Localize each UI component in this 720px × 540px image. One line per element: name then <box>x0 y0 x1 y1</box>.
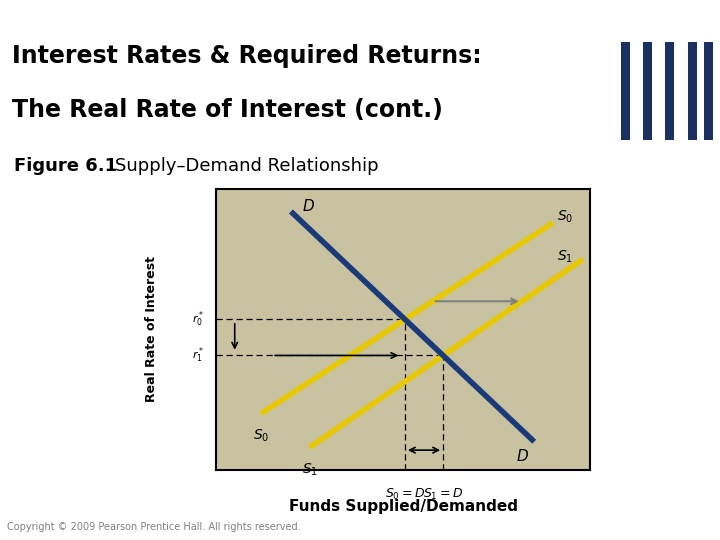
Text: $S_1$: $S_1$ <box>557 248 573 265</box>
Text: The Real Rate of Interest (cont.): The Real Rate of Interest (cont.) <box>12 98 443 122</box>
Text: Figure 6.1: Figure 6.1 <box>14 157 117 176</box>
Text: Interest Rates & Required Returns:: Interest Rates & Required Returns: <box>12 44 482 68</box>
Text: $S_0$: $S_0$ <box>557 209 573 225</box>
Text: Copyright © 2009 Pearson Prentice Hall. All rights reserved.: Copyright © 2009 Pearson Prentice Hall. … <box>7 522 301 531</box>
Text: 7: 7 <box>661 510 678 535</box>
Text: $D$: $D$ <box>516 448 528 464</box>
Bar <box>621 42 629 140</box>
Bar <box>643 42 652 140</box>
Text: $S_1$: $S_1$ <box>302 461 318 478</box>
Text: $r_0^*$: $r_0^*$ <box>192 309 204 329</box>
Text: $r_1^*$: $r_1^*$ <box>192 346 204 365</box>
Text: Funds Supplied/Demanded: Funds Supplied/Demanded <box>289 499 518 514</box>
Bar <box>665 42 674 140</box>
Text: $S_0$: $S_0$ <box>253 428 270 444</box>
Text: $S_1 = D$: $S_1 = D$ <box>423 487 463 502</box>
Text: Real Rate of Interest: Real Rate of Interest <box>145 256 158 402</box>
Bar <box>688 42 696 140</box>
Bar <box>704 42 714 140</box>
Text: Supply–Demand Relationship: Supply–Demand Relationship <box>114 157 378 176</box>
Text: $D$: $D$ <box>302 198 315 214</box>
Text: $S_0 = D$: $S_0 = D$ <box>385 487 425 502</box>
